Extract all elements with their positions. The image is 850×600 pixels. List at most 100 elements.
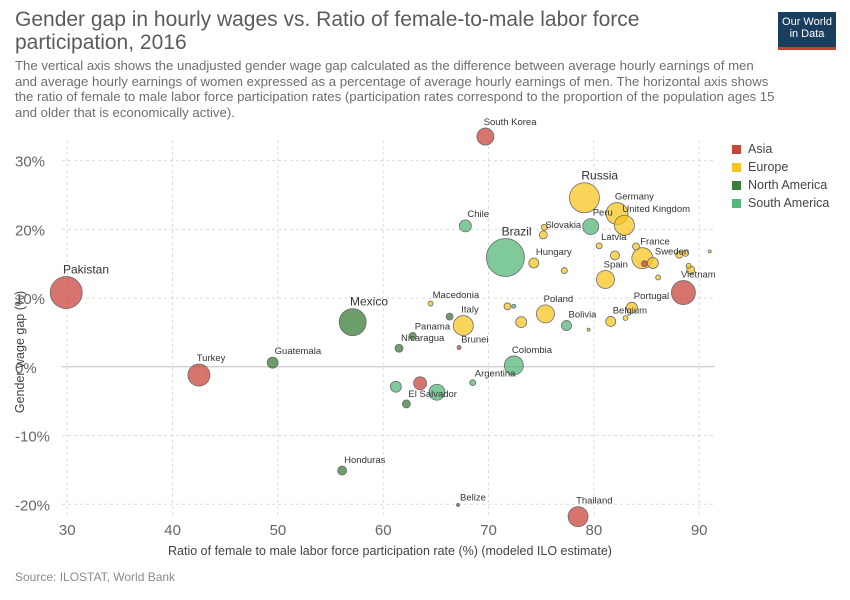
data-point-unlabeled[interactable] <box>586 327 591 332</box>
data-point-unlabeled[interactable] <box>641 260 648 268</box>
data-point-brunei[interactable] <box>456 345 462 350</box>
legend-item-north-america[interactable]: North America <box>732 176 829 194</box>
data-point-chile[interactable] <box>458 219 472 233</box>
point-label: Honduras <box>344 455 385 466</box>
data-point-unlabeled[interactable] <box>445 312 454 321</box>
point-label: United Kingdom <box>622 204 690 215</box>
data-point-hungary[interactable] <box>528 257 540 269</box>
legend-item-south-america[interactable]: South America <box>732 194 829 212</box>
logo-line-1: Our World <box>782 16 832 28</box>
data-point-unlabeled[interactable] <box>655 274 662 281</box>
data-point-nicaragua[interactable] <box>394 343 404 353</box>
point-label: Germany <box>615 192 654 203</box>
point-label: Colombia <box>512 345 553 356</box>
point-label: Turkey <box>197 353 226 364</box>
point-label: Chile <box>467 209 489 220</box>
point-label: Belize <box>460 492 486 503</box>
data-point-belize[interactable] <box>456 503 460 507</box>
data-point-portugal[interactable] <box>625 301 638 314</box>
legend-item-asia[interactable]: Asia <box>732 140 829 158</box>
data-point-argentina[interactable] <box>469 379 477 387</box>
point-label: Macedonia <box>433 290 480 301</box>
point-label: Brunei <box>461 335 488 346</box>
data-point-spain[interactable] <box>596 270 615 289</box>
point-label: Poland <box>544 294 574 305</box>
data-point-unlabeled[interactable] <box>511 303 517 309</box>
data-point-unlabeled[interactable] <box>503 302 512 311</box>
y-tick-label: 10% <box>15 291 45 308</box>
point-label: Spain <box>604 260 628 271</box>
y-tick-label: -20% <box>15 497 50 514</box>
x-tick-label: 80 <box>586 522 603 539</box>
data-point-peru[interactable] <box>582 218 600 235</box>
data-point-slovakia[interactable] <box>538 230 548 240</box>
data-point-unlabeled[interactable] <box>622 315 629 321</box>
data-point-pakistan[interactable] <box>49 276 83 309</box>
legend-label: North America <box>748 178 828 192</box>
data-point-south-korea[interactable] <box>476 127 495 146</box>
point-label: Nicaragua <box>401 333 445 344</box>
point-labels: Brazil Pakistan Russia Mexico Vietnam Turkey G… <box>63 117 716 507</box>
y-tick-label: 0% <box>15 360 37 377</box>
point-label: Brazil <box>502 225 532 239</box>
data-point-honduras[interactable] <box>337 465 348 476</box>
legend-label: Europe <box>748 160 789 174</box>
data-point-unlabeled[interactable] <box>560 267 568 274</box>
x-tick-label: 50 <box>270 522 287 539</box>
data-point-poland[interactable] <box>536 304 555 324</box>
data-point-guatemala[interactable] <box>266 356 279 369</box>
chart-subtitle: The vertical axis shows the unadjusted g… <box>15 58 775 120</box>
y-tick-label: -10% <box>15 429 50 446</box>
x-axis-label: Ratio of female to male labor force part… <box>168 544 612 558</box>
x-tick-label: 90 <box>691 522 708 539</box>
x-tick-label: 40 <box>164 522 181 539</box>
data-point-united-kingdom[interactable] <box>614 214 635 236</box>
data-point-unlabeled[interactable] <box>610 250 620 261</box>
data-point-turkey[interactable] <box>187 363 211 387</box>
data-point-unlabeled[interactable] <box>389 380 402 393</box>
data-point-unlabeled[interactable] <box>685 262 692 269</box>
point-label: Peru <box>593 208 613 219</box>
point-label: Latvia <box>601 232 627 243</box>
legend-item-europe[interactable]: Europe <box>732 158 829 176</box>
data-point-latvia[interactable] <box>595 242 603 250</box>
point-label: Belgium <box>613 305 647 316</box>
data-point-vietnam[interactable] <box>671 280 696 305</box>
data-point-panama[interactable] <box>408 331 417 340</box>
source-note: Source: ILOSTAT, World Bank <box>15 570 176 584</box>
data-point-unlabeled[interactable] <box>540 223 548 231</box>
data-point-unlabeled[interactable] <box>428 383 446 401</box>
data-point-brazil[interactable] <box>486 238 525 277</box>
data-point-unlabeled[interactable] <box>413 376 427 391</box>
point-label: Hungary <box>536 247 572 258</box>
legend-label: Asia <box>748 142 773 156</box>
data-point-unlabeled[interactable] <box>682 249 689 257</box>
data-point-bolivia[interactable] <box>561 320 572 331</box>
owid-logo[interactable]: Our World in Data <box>778 12 836 50</box>
point-label: Italy <box>461 305 479 316</box>
data-point-italy[interactable] <box>452 315 474 336</box>
data-point-colombia[interactable] <box>503 355 524 376</box>
point-label: Vietnam <box>681 270 716 281</box>
data-point-russia[interactable] <box>569 182 600 214</box>
point-label: Argentina <box>475 369 516 380</box>
point-label: Bolivia <box>568 310 597 321</box>
data-point-unlabeled[interactable] <box>632 242 640 251</box>
data-point-thailand[interactable] <box>567 506 589 528</box>
data-point-unlabeled[interactable] <box>515 316 528 329</box>
y-tick-label: 30% <box>15 154 45 171</box>
x-tick-label: 70 <box>480 522 497 539</box>
x-tick-label: 30 <box>59 522 76 539</box>
data-point-sweden[interactable] <box>646 257 659 269</box>
point-label: Thailand <box>576 496 612 507</box>
legend: Asia Europe North America South America <box>732 140 829 212</box>
point-label: Mexico <box>350 295 388 309</box>
data-point-el-salvador[interactable] <box>402 399 411 409</box>
data-point-belgium[interactable] <box>605 316 617 327</box>
data-point-unlabeled[interactable] <box>707 249 712 254</box>
data-point-mexico[interactable] <box>338 308 367 337</box>
y-tick-label: 20% <box>15 222 45 239</box>
legend-label: South America <box>748 196 830 210</box>
data-point-macedonia[interactable] <box>427 300 434 307</box>
